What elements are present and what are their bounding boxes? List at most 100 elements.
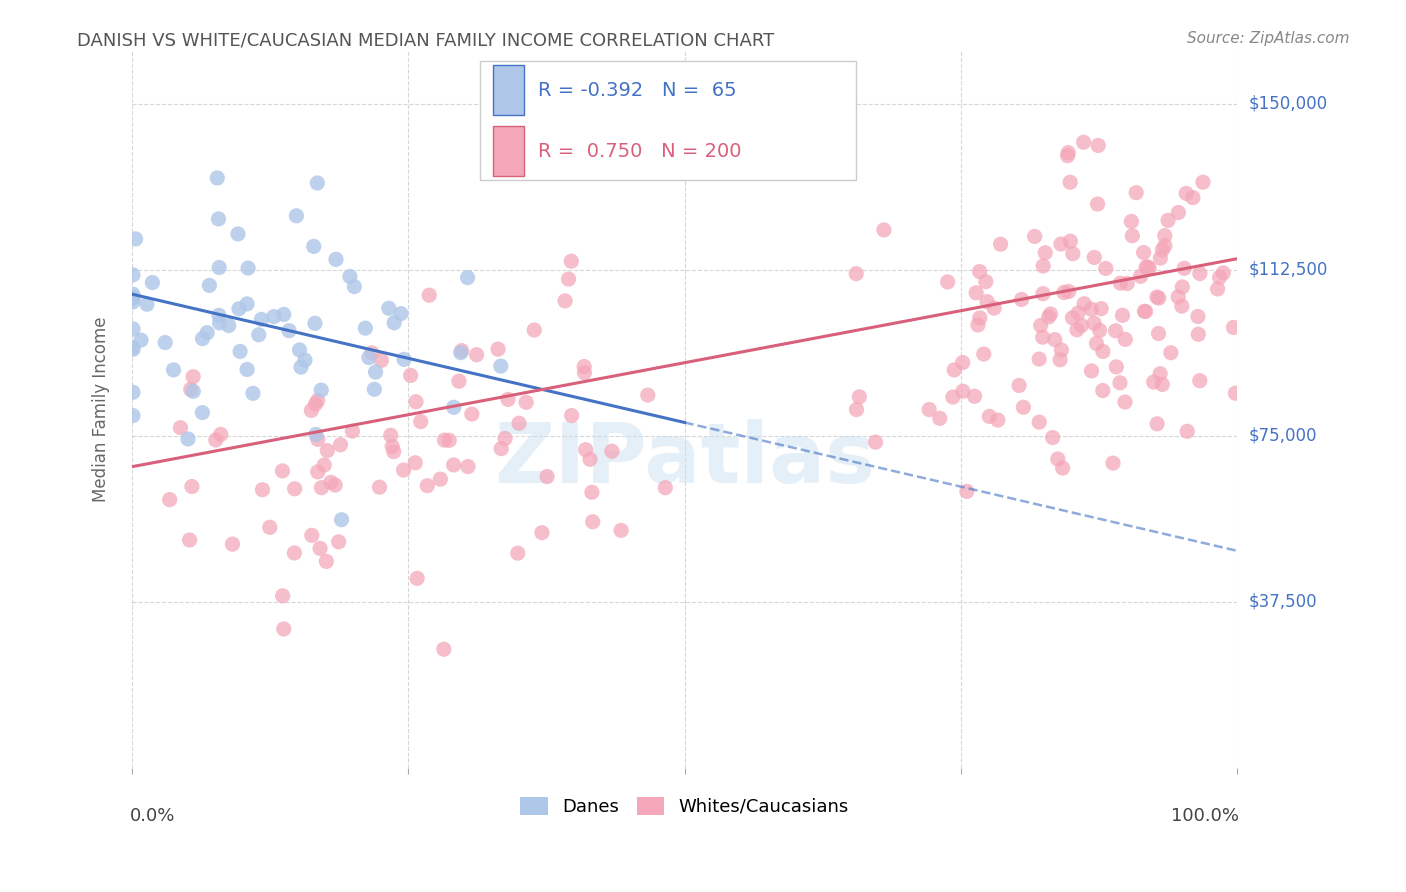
Point	[229, 344, 252, 359]
Point	[169, 420, 191, 434]
Text: DANISH VS WHITE/CAUCASIAN MEDIAN FAMILY INCOME CORRELATION CHART: DANISH VS WHITE/CAUCASIAN MEDIAN FAMILY …	[77, 31, 775, 49]
Point	[195, 326, 218, 340]
Point	[1104, 324, 1126, 338]
Point	[122, 287, 145, 301]
Text: 0.0%: 0.0%	[129, 807, 174, 825]
Point	[1167, 205, 1189, 219]
Point	[1008, 378, 1031, 392]
Point	[204, 433, 226, 447]
Point	[382, 444, 405, 458]
Point	[181, 384, 204, 399]
Point	[309, 383, 332, 397]
Point	[1053, 285, 1076, 300]
Point	[357, 351, 380, 365]
Point	[515, 395, 537, 409]
Point	[1032, 286, 1054, 301]
Point	[319, 475, 342, 490]
Point	[263, 310, 285, 324]
Legend: Danes, Whites/Caucasians: Danes, Whites/Caucasians	[513, 789, 856, 823]
Point	[315, 554, 337, 568]
Point	[307, 393, 329, 408]
Point	[1146, 417, 1168, 431]
Point	[990, 237, 1012, 252]
Point	[208, 309, 231, 323]
Point	[523, 323, 546, 337]
Point	[1033, 245, 1056, 260]
Point	[637, 388, 659, 402]
Point	[141, 276, 163, 290]
Point	[406, 571, 429, 585]
Point	[1175, 186, 1198, 201]
Point	[936, 275, 959, 289]
Point	[450, 345, 472, 359]
Point	[865, 435, 887, 450]
Point	[1088, 323, 1111, 337]
Point	[284, 482, 307, 496]
Point	[574, 366, 596, 380]
Point	[1080, 364, 1102, 378]
Point	[429, 472, 451, 486]
Point	[1032, 330, 1054, 344]
Point	[1038, 310, 1060, 324]
Point	[873, 223, 896, 237]
Point	[162, 363, 184, 377]
Point	[1085, 336, 1108, 351]
Point	[1059, 175, 1081, 189]
Point	[963, 389, 986, 403]
Point	[1137, 261, 1160, 276]
Point	[1043, 333, 1066, 347]
Point	[304, 397, 326, 411]
Point	[1136, 260, 1159, 274]
Point	[1109, 276, 1132, 290]
Point	[1057, 285, 1080, 299]
Point	[508, 416, 530, 430]
Point	[1066, 323, 1088, 337]
Point	[1225, 386, 1247, 401]
Point	[610, 524, 633, 538]
Point	[122, 385, 145, 400]
Point	[1157, 213, 1180, 227]
Point	[845, 402, 868, 417]
Point	[1154, 238, 1177, 252]
Point	[530, 525, 553, 540]
Bar	[479, 62, 856, 180]
Point	[1012, 401, 1035, 415]
Point	[1083, 316, 1105, 330]
Point	[1029, 318, 1052, 333]
Point	[457, 459, 479, 474]
Point	[294, 353, 316, 368]
Point	[305, 427, 328, 442]
Text: $150,000: $150,000	[1249, 95, 1327, 112]
Point	[1192, 175, 1215, 189]
Point	[952, 355, 974, 369]
Point	[392, 463, 415, 477]
Point	[1149, 251, 1171, 265]
Point	[1050, 343, 1073, 357]
Point	[1087, 138, 1109, 153]
Point	[378, 301, 401, 316]
Point	[339, 269, 361, 284]
Point	[416, 478, 439, 492]
Point	[311, 481, 333, 495]
Point	[368, 480, 391, 494]
Point	[136, 297, 159, 311]
Point	[1222, 320, 1244, 334]
Point	[405, 394, 427, 409]
Point	[122, 340, 145, 354]
Point	[330, 513, 353, 527]
Point	[418, 288, 440, 302]
Point	[848, 390, 870, 404]
Point	[1105, 359, 1128, 374]
Point	[1057, 145, 1080, 160]
Point	[1028, 415, 1050, 429]
Point	[218, 318, 240, 333]
Point	[496, 392, 519, 407]
Point	[314, 458, 336, 472]
Point	[1212, 266, 1234, 280]
Point	[316, 443, 339, 458]
Point	[404, 456, 426, 470]
Point	[600, 444, 623, 458]
Point	[382, 316, 405, 330]
Point	[409, 415, 432, 429]
Point	[299, 403, 322, 417]
